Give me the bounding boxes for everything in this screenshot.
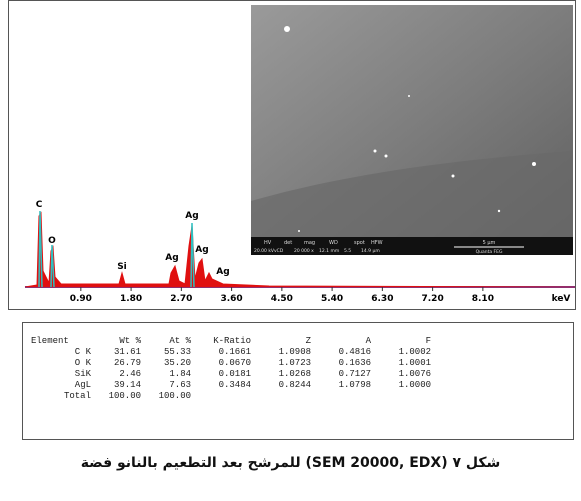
cell: 1.0002 [371,346,431,357]
cell: O K [31,357,91,368]
x-tick-label: 3.60 [220,294,242,304]
sem-info-label: WD [329,240,338,246]
cell: 1.0001 [371,357,431,368]
sem-scale: 5 µm [483,240,496,246]
sem-info-label: mag [304,240,315,246]
cell: C K [31,346,91,357]
page: {"spectrum":{"xlabel":"keV","xlim":[-0.1… [0,0,581,501]
x-tick-label: 2.70 [170,294,192,304]
cell: 0.0670 [191,357,251,368]
peak-label: Ag [165,253,178,263]
x-tick-label: 7.20 [422,294,444,304]
cell: 35.20 [141,357,191,368]
cell: Z [251,335,311,346]
cell: 100.00 [91,390,141,401]
sem-info-label: HV [264,240,272,246]
cell: 7.63 [141,379,191,390]
caption: شكل ٧ (SEM 20000, EDX) للمرشح بعد التطعي… [0,455,581,471]
cell: 1.84 [141,368,191,379]
cell: 0.1636 [311,357,371,368]
cell: 31.61 [91,346,141,357]
spectrum: 0.90 1.80 2.70 3.60 4.50 5.40 6.30 7.20 8.10 keV C… [9,1,575,309]
x-tick-label: 8.10 [472,294,494,304]
cell: 0.0181 [191,368,251,379]
cell: 1.0000 [371,379,431,390]
sem-info-value: 14.9 µm [361,248,380,254]
figure-box: 0.90 1.80 2.70 3.60 4.50 5.40 6.30 7.20 8.10 keV C… [8,0,576,310]
cell: A [311,335,371,346]
cell: SiK [31,368,91,379]
sem-info-label: det [284,240,292,246]
cell: 1.0268 [251,368,311,379]
peak-label: Ag [185,211,198,221]
peak-label: O [48,236,56,246]
cell: 1.0723 [251,357,311,368]
cell: 0.4816 [311,346,371,357]
cell: Wt % [91,335,141,346]
cell: 0.1661 [191,346,251,357]
sem-info-label: spot [354,240,365,246]
cell: F [371,335,431,346]
cell: 39.14 [91,379,141,390]
cell: At % [141,335,191,346]
sem-info-value: 20 000 x [294,248,314,254]
sem-info-value: 5.5 [344,248,351,254]
cell: 1.0798 [311,379,371,390]
peak-label: Si [117,262,127,272]
cell: Element [31,335,91,346]
peak-label: Ag [216,267,229,277]
cell: 26.79 [91,357,141,368]
x-tick-label: 5.40 [321,294,343,304]
cell: Total [31,390,91,401]
cell: 0.7127 [311,368,371,379]
sem-instrument: Quanta FEG [476,249,503,255]
peak-label: C [36,200,43,210]
sem-info-value: 20.00 kV [254,248,275,254]
sem-info-value: vCD [274,248,284,254]
x-tick-label: 4.50 [271,294,293,304]
x-axis-label: keV [552,294,571,304]
cell: 2.46 [91,368,141,379]
cell: K-Ratio [191,335,251,346]
peak-label: Ag [195,245,208,255]
cell: 1.0076 [371,368,431,379]
cell: 100.00 [141,390,191,401]
x-tick-label: 6.30 [371,294,393,304]
cell: 0.8244 [251,379,311,390]
cell: AgL [31,379,91,390]
sem-info-value: 12.1 mm [319,248,339,254]
cell: 1.0908 [251,346,311,357]
x-tick-label: 1.80 [120,294,142,304]
sem-info-label: HFW [371,240,383,246]
cell: 0.3484 [191,379,251,390]
x-tick-label: 0.90 [70,294,92,304]
cell: 55.33 [141,346,191,357]
